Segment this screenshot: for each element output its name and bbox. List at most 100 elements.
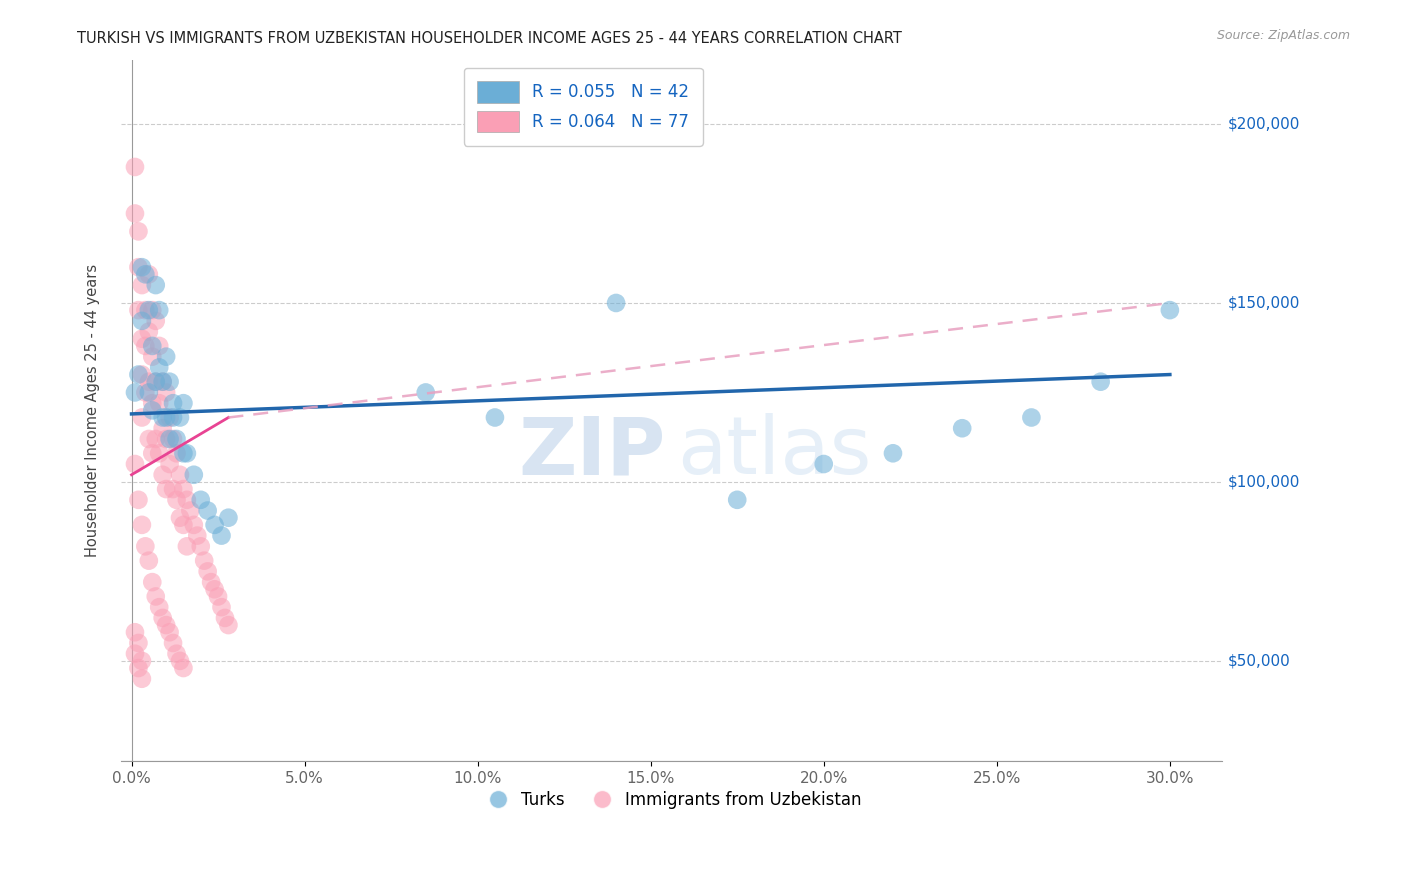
Point — [145, 375, 167, 389]
Point — [217, 510, 239, 524]
Point — [134, 385, 156, 400]
Point — [172, 482, 194, 496]
Point — [131, 672, 153, 686]
Legend: Turks, Immigrants from Uzbekistan: Turks, Immigrants from Uzbekistan — [475, 785, 868, 816]
Point — [131, 410, 153, 425]
Point — [131, 368, 153, 382]
Point — [193, 554, 215, 568]
Point — [141, 446, 163, 460]
Point — [148, 600, 170, 615]
Point — [152, 421, 174, 435]
Point — [124, 625, 146, 640]
Point — [138, 554, 160, 568]
Point — [131, 260, 153, 275]
Point — [124, 160, 146, 174]
Point — [124, 206, 146, 220]
Point — [134, 539, 156, 553]
Point — [211, 528, 233, 542]
Point — [155, 482, 177, 496]
Point — [127, 303, 149, 318]
Point — [141, 350, 163, 364]
Point — [813, 457, 835, 471]
Point — [166, 446, 188, 460]
Point — [176, 492, 198, 507]
Point — [148, 303, 170, 318]
Point — [155, 385, 177, 400]
Point — [127, 368, 149, 382]
Text: $200,000: $200,000 — [1227, 117, 1299, 131]
Text: TURKISH VS IMMIGRANTS FROM UZBEKISTAN HOUSEHOLDER INCOME AGES 25 - 44 YEARS CORR: TURKISH VS IMMIGRANTS FROM UZBEKISTAN HO… — [77, 31, 903, 46]
Point — [166, 647, 188, 661]
Point — [145, 590, 167, 604]
Point — [169, 467, 191, 482]
Point — [186, 528, 208, 542]
Point — [214, 611, 236, 625]
Point — [134, 339, 156, 353]
Point — [179, 503, 201, 517]
Point — [145, 314, 167, 328]
Point — [159, 625, 181, 640]
Point — [172, 446, 194, 460]
Point — [127, 492, 149, 507]
Point — [141, 403, 163, 417]
Point — [131, 332, 153, 346]
Point — [131, 517, 153, 532]
Point — [141, 303, 163, 318]
Point — [159, 457, 181, 471]
Point — [145, 375, 167, 389]
Point — [169, 654, 191, 668]
Point — [152, 611, 174, 625]
Point — [134, 303, 156, 318]
Point — [124, 385, 146, 400]
Point — [141, 396, 163, 410]
Point — [162, 636, 184, 650]
Point — [145, 432, 167, 446]
Point — [141, 575, 163, 590]
Point — [127, 260, 149, 275]
Point — [166, 432, 188, 446]
Point — [145, 278, 167, 293]
Point — [152, 410, 174, 425]
Point — [162, 482, 184, 496]
Point — [176, 539, 198, 553]
Point — [950, 421, 973, 435]
Point — [148, 446, 170, 460]
Y-axis label: Householder Income Ages 25 - 44 years: Householder Income Ages 25 - 44 years — [86, 264, 100, 557]
Point — [141, 339, 163, 353]
Point — [127, 224, 149, 238]
Text: $100,000: $100,000 — [1227, 475, 1299, 490]
Point — [207, 590, 229, 604]
Point — [159, 410, 181, 425]
Point — [127, 636, 149, 650]
Point — [155, 350, 177, 364]
Point — [172, 396, 194, 410]
Point — [127, 661, 149, 675]
Point — [882, 446, 904, 460]
Point — [148, 396, 170, 410]
Point — [152, 375, 174, 389]
Point — [138, 325, 160, 339]
Point — [155, 410, 177, 425]
Point — [124, 457, 146, 471]
Point — [159, 375, 181, 389]
Point — [211, 600, 233, 615]
Point — [166, 492, 188, 507]
Point — [200, 575, 222, 590]
Point — [162, 432, 184, 446]
Point — [124, 647, 146, 661]
Point — [152, 375, 174, 389]
Point — [190, 492, 212, 507]
Point — [134, 268, 156, 282]
Point — [155, 432, 177, 446]
Point — [204, 517, 226, 532]
Point — [1021, 410, 1043, 425]
Point — [152, 467, 174, 482]
Point — [169, 510, 191, 524]
Point — [159, 432, 181, 446]
Point — [148, 339, 170, 353]
Text: $150,000: $150,000 — [1227, 295, 1299, 310]
Point — [197, 503, 219, 517]
Point — [190, 539, 212, 553]
Point — [183, 467, 205, 482]
Point — [197, 565, 219, 579]
